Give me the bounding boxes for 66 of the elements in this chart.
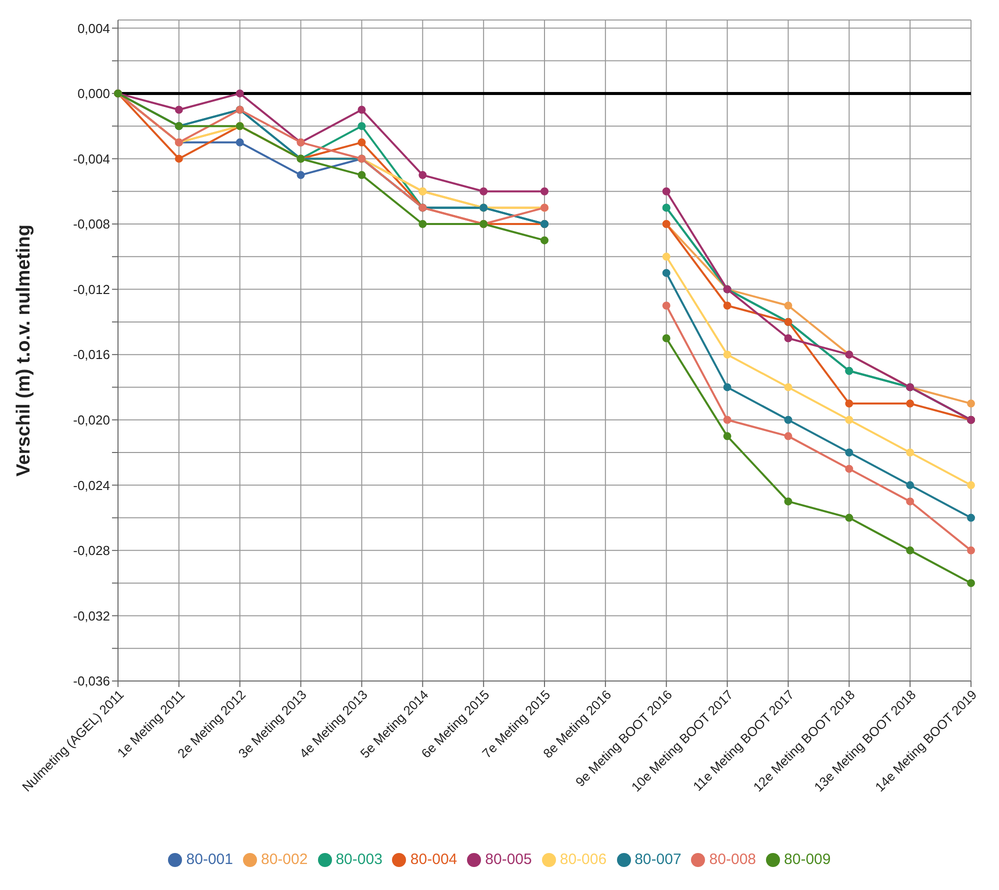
point bbox=[845, 514, 854, 522]
point bbox=[358, 138, 366, 146]
y-tick-label: -0,016 bbox=[73, 347, 110, 362]
y-tick-label: 0,000 bbox=[77, 86, 110, 102]
point bbox=[480, 187, 488, 196]
y-tick-label: 0,004 bbox=[77, 20, 110, 36]
point bbox=[723, 302, 732, 310]
point bbox=[967, 400, 975, 408]
legend-label: 80-009 bbox=[784, 851, 831, 868]
point bbox=[723, 350, 732, 359]
point bbox=[845, 464, 854, 473]
legend-label: 80-003 bbox=[336, 851, 382, 868]
point bbox=[845, 416, 854, 424]
legend-label: 80-002 bbox=[260, 851, 308, 868]
legend-label: 80-008 bbox=[709, 851, 756, 868]
point bbox=[967, 514, 975, 522]
point bbox=[236, 138, 244, 146]
legend-label: 80-004 bbox=[410, 851, 458, 868]
y-tick-label: -0,012 bbox=[73, 282, 110, 297]
point bbox=[723, 416, 732, 424]
point bbox=[906, 448, 914, 457]
y-tick-label: -0,032 bbox=[73, 608, 110, 624]
point bbox=[845, 448, 854, 457]
point bbox=[784, 432, 792, 440]
point bbox=[662, 334, 670, 342]
point bbox=[906, 400, 914, 408]
point bbox=[784, 497, 792, 506]
point bbox=[662, 268, 670, 277]
point bbox=[662, 252, 670, 261]
point bbox=[784, 416, 792, 424]
point bbox=[358, 106, 366, 114]
point bbox=[906, 481, 914, 490]
point bbox=[906, 546, 914, 554]
y-axis-title: Verschil (m) t.o.v. nulmeting bbox=[14, 224, 35, 476]
point bbox=[845, 400, 854, 408]
point bbox=[906, 497, 914, 506]
point bbox=[418, 220, 427, 228]
y-tick-label: -0,036 bbox=[73, 674, 110, 689]
point bbox=[540, 236, 548, 244]
point bbox=[967, 579, 975, 588]
point bbox=[784, 383, 792, 392]
y-tick-label: -0,024 bbox=[73, 478, 110, 493]
point bbox=[540, 187, 548, 196]
y-tick-label: -0,008 bbox=[73, 216, 110, 232]
legend-label: 80-001 bbox=[186, 851, 233, 868]
point bbox=[358, 122, 366, 130]
y-tick-label: -0,004 bbox=[73, 151, 110, 166]
y-tick-label: -0,020 bbox=[73, 412, 110, 428]
point bbox=[723, 383, 732, 392]
point bbox=[418, 171, 427, 180]
point bbox=[358, 171, 366, 180]
legend-label: 80-006 bbox=[560, 851, 607, 868]
y-tick-label: -0,028 bbox=[73, 543, 110, 558]
point bbox=[723, 432, 732, 440]
point bbox=[296, 171, 305, 180]
point bbox=[967, 546, 975, 554]
point bbox=[662, 187, 670, 196]
point bbox=[784, 302, 792, 310]
legend-label: 80-007 bbox=[634, 851, 682, 868]
point bbox=[174, 154, 183, 163]
legend-label: 80-005 bbox=[485, 851, 532, 868]
point bbox=[236, 89, 244, 98]
point bbox=[662, 302, 670, 310]
point bbox=[174, 106, 183, 114]
point bbox=[967, 481, 975, 490]
point bbox=[784, 334, 792, 342]
